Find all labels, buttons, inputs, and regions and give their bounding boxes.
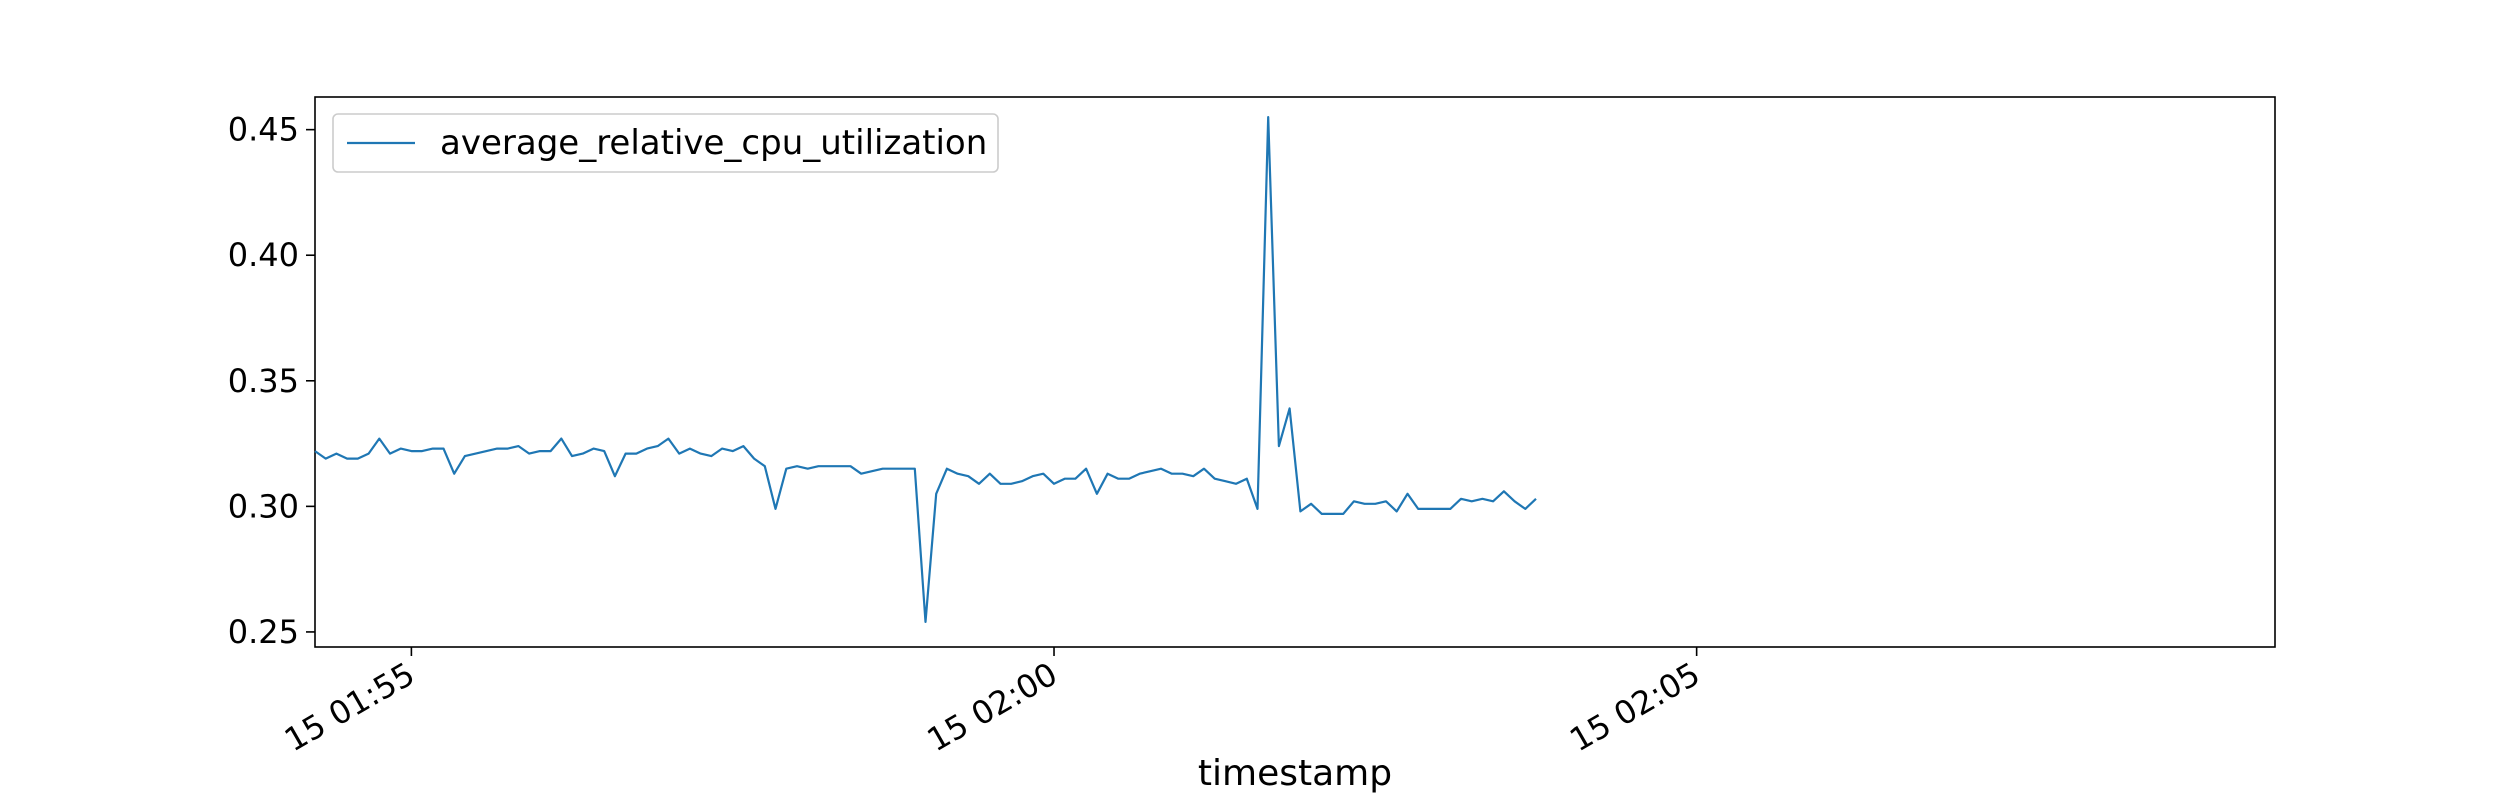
y-tick-label: 0.25 (228, 613, 299, 651)
y-tick-label: 0.35 (228, 362, 299, 400)
y-tick-label: 0.40 (228, 236, 299, 274)
x-axis-title: timestamp (1198, 753, 1392, 794)
y-axis: 0.25 0.30 0.35 0.40 0.45 (228, 111, 315, 651)
y-tick-label: 0.30 (228, 487, 299, 525)
legend-box (332, 113, 999, 173)
plot-area (314, 96, 2276, 648)
series-line (314, 115, 1537, 624)
legend: average_relative_cpu_utilization (332, 113, 999, 173)
legend-label: average_relative_cpu_utilization (440, 123, 987, 163)
y-tick-label: 0.45 (228, 111, 299, 149)
plot-frame (314, 96, 2276, 648)
